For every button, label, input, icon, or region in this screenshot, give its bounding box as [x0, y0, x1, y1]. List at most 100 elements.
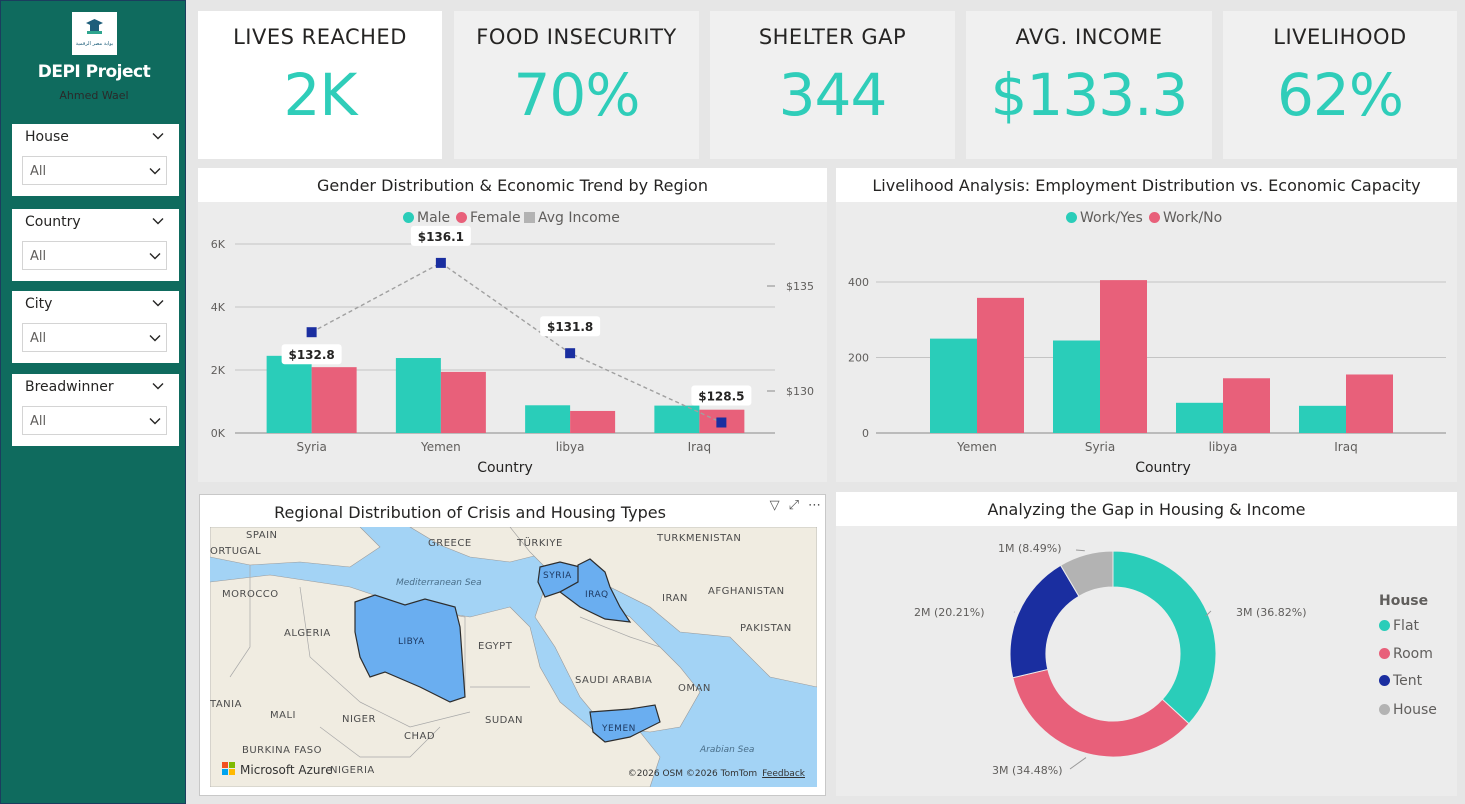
legend-label: Room	[1393, 646, 1433, 662]
legend-flat[interactable]: Flat	[1379, 618, 1419, 634]
donut-slice	[1009, 564, 1080, 679]
kpi-value: $133.3	[990, 61, 1189, 129]
legend-label: Female	[470, 210, 521, 226]
legend-female[interactable]: Female	[456, 210, 521, 226]
bar-work-yes	[1053, 340, 1100, 433]
map-feedback-link[interactable]: Feedback	[762, 769, 805, 779]
livelihood-chart-svg: 0 200 400 Yemen Syria libya Iraq Country	[848, 276, 1446, 476]
map-land-svg	[210, 527, 817, 787]
kpi-food-insecurity[interactable]: FOOD INSECURITY 70%	[454, 11, 699, 159]
kpi-label: AVG. INCOME	[1015, 25, 1163, 49]
donut-data-label: 2M (20.21%)	[914, 606, 985, 619]
donut-legend-title: House	[1379, 593, 1429, 609]
map-label: SYRIA	[543, 571, 572, 581]
legend-work-no[interactable]: Work/No	[1149, 210, 1222, 226]
data-label-bg	[691, 385, 752, 406]
bar-female	[440, 371, 486, 433]
chevron-down-icon[interactable]	[152, 380, 164, 392]
legend-label: Work/Yes	[1080, 210, 1143, 226]
legend-room[interactable]: Room	[1379, 646, 1433, 662]
donut-slice	[1059, 550, 1114, 597]
map-label: IRAQ	[585, 590, 609, 600]
housing-donut-svg: 3M (36.82%) 3M (34.48%) 2M (20.21%) 1M (8.4…	[914, 542, 1307, 777]
bar-male	[395, 358, 441, 433]
legend-swatch	[1379, 704, 1390, 715]
map-label: SPAIN	[246, 530, 278, 541]
legend-label: Tent	[1393, 673, 1423, 689]
focus-mode-icon[interactable]: ⤢	[788, 498, 799, 513]
x-tick-label: Yemen	[956, 440, 997, 454]
map-title: Regional Distribution of Crisis and Hous…	[274, 503, 666, 522]
kpi-label: LIVES REACHED	[233, 25, 407, 49]
kpi-value: 2K	[283, 61, 358, 129]
slicer-value: All	[30, 414, 47, 429]
map-label: TANIA	[210, 699, 242, 710]
x-tick-label: Syria	[296, 440, 326, 454]
map-label: Mediterranean Sea	[396, 578, 482, 588]
legend-swatch	[1149, 212, 1160, 223]
legend-male[interactable]: Male	[403, 210, 450, 226]
housing-donut-panel[interactable]: Analyzing the Gap in Housing & Income 3M…	[836, 492, 1457, 796]
map-label: PAKISTAN	[740, 623, 792, 634]
map-label: MALI	[270, 710, 296, 721]
data-label-bg	[410, 225, 471, 246]
slicer-house: House All	[12, 124, 179, 196]
kpi-livelihood[interactable]: LIVELIHOOD 62%	[1223, 11, 1457, 159]
more-options-icon[interactable]: ⋯	[808, 498, 821, 513]
data-label-bg	[540, 316, 601, 337]
legend-tent[interactable]: Tent	[1379, 673, 1422, 689]
y-tick-label: 200	[848, 352, 869, 365]
donut-leader-line	[1075, 549, 1085, 552]
bar-work-no	[977, 297, 1024, 433]
kpi-shelter-gap[interactable]: SHELTER GAP 344	[710, 11, 955, 159]
map-label: ALGERIA	[284, 628, 331, 639]
slicer-dropdown[interactable]: All	[22, 156, 167, 185]
bar-work-no	[1100, 280, 1147, 433]
project-logo: بوابة مصر الرقمية	[72, 12, 117, 55]
gender-chart-panel[interactable]: Gender Distribution & Economic Trend by …	[198, 168, 827, 482]
donut-slice	[1012, 668, 1190, 758]
kpi-lives-reached[interactable]: LIVES REACHED 2K	[198, 11, 442, 159]
slicer-label: Breadwinner	[25, 379, 114, 395]
chart-title: Livelihood Analysis: Employment Distribu…	[836, 168, 1457, 202]
kpi-avg-income[interactable]: AVG. INCOME $133.3	[966, 11, 1212, 159]
y2-tick-label: $130	[786, 385, 814, 398]
bar-work-no	[1346, 374, 1393, 433]
y-tick-label: 0K	[211, 427, 226, 440]
bar-work-yes	[930, 338, 977, 433]
slicer-dropdown[interactable]: All	[22, 241, 167, 270]
x-axis-title: Country	[477, 460, 533, 476]
map-label: TÜRKIYE	[517, 538, 563, 549]
bar-female	[311, 367, 357, 433]
legend-work-yes[interactable]: Work/Yes	[1066, 210, 1143, 226]
slicer-value: All	[30, 331, 47, 346]
map-canvas[interactable]: SPAIN ORTUGAL GREECE TÜRKIYE TURKMENISTA…	[210, 527, 817, 787]
bar-work-yes	[1299, 405, 1346, 433]
slicer-dropdown[interactable]: All	[22, 323, 167, 352]
map-attribution-text: ©2026 OSM ©2026 TomTom	[627, 769, 758, 779]
y2-tick-label: $135	[786, 280, 814, 293]
data-label: $136.1	[418, 230, 464, 244]
chevron-down-icon[interactable]	[152, 215, 164, 227]
logo-text: بوابة مصر الرقمية	[75, 41, 114, 47]
legend-swatch	[1379, 648, 1390, 659]
chevron-down-icon[interactable]	[152, 297, 164, 309]
legend-house[interactable]: House	[1379, 702, 1437, 718]
chevron-down-icon	[149, 168, 161, 175]
slicer-value: All	[30, 164, 47, 179]
map-label: YEMEN	[602, 724, 636, 734]
y-tick-label: 4K	[211, 301, 226, 314]
gender-chart-svg: 0K 2K 4K 6K $130 $135 Syria Yemen libya Iraq Count…	[211, 225, 814, 476]
legend-avg-income[interactable]: Avg Income	[524, 210, 620, 226]
livelihood-chart-panel[interactable]: Livelihood Analysis: Employment Distribu…	[836, 168, 1457, 482]
slicer-dropdown[interactable]: All	[22, 406, 167, 435]
map-panel[interactable]: Regional Distribution of Crisis and Hous…	[199, 494, 826, 796]
avg-income-marker	[306, 327, 317, 338]
filter-icon[interactable]: ▽	[769, 498, 780, 513]
x-tick-label: Iraq	[688, 440, 711, 454]
microsoft-logo-icon	[222, 762, 236, 776]
chevron-down-icon[interactable]	[152, 130, 164, 142]
bar-female	[570, 410, 616, 433]
slicer-value: All	[30, 249, 47, 264]
map-label: MOROCCO	[222, 589, 279, 600]
